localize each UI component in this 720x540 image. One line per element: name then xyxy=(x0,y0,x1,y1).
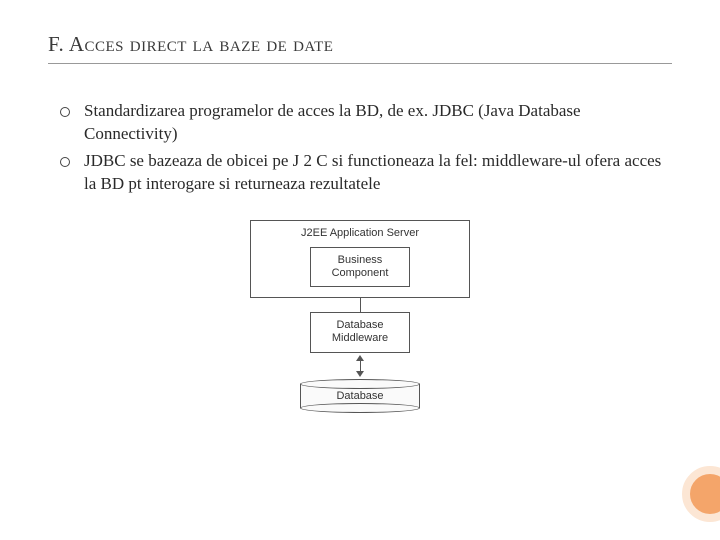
database-cylinder: Database xyxy=(300,379,420,413)
architecture-diagram: J2EE Application Server Business Compone… xyxy=(230,220,490,413)
corner-circle-icon xyxy=(682,466,720,522)
database-label: Database xyxy=(336,390,383,402)
bullet-item: JDBC se bazeaza de obicei pe J 2 C si fu… xyxy=(60,150,672,196)
arrow-down-icon xyxy=(356,371,364,377)
cylinder-top xyxy=(300,379,420,389)
bullet-item: Standardizarea programelor de acces la B… xyxy=(60,100,672,146)
server-box: J2EE Application Server Business Compone… xyxy=(250,220,470,298)
connector-line xyxy=(360,298,361,312)
double-arrow-icon xyxy=(356,353,364,379)
bullet-list: Standardizarea programelor de acces la B… xyxy=(48,100,672,196)
slide: F. Acces direct la baze de date Standard… xyxy=(0,0,720,413)
middleware-box: Database Middleware xyxy=(310,312,410,352)
cylinder-bottom xyxy=(300,403,420,413)
business-component-box: Business Component xyxy=(310,247,410,287)
arrow-line xyxy=(360,361,361,371)
server-label: J2EE Application Server xyxy=(251,227,469,239)
slide-title: F. Acces direct la baze de date xyxy=(48,32,672,64)
